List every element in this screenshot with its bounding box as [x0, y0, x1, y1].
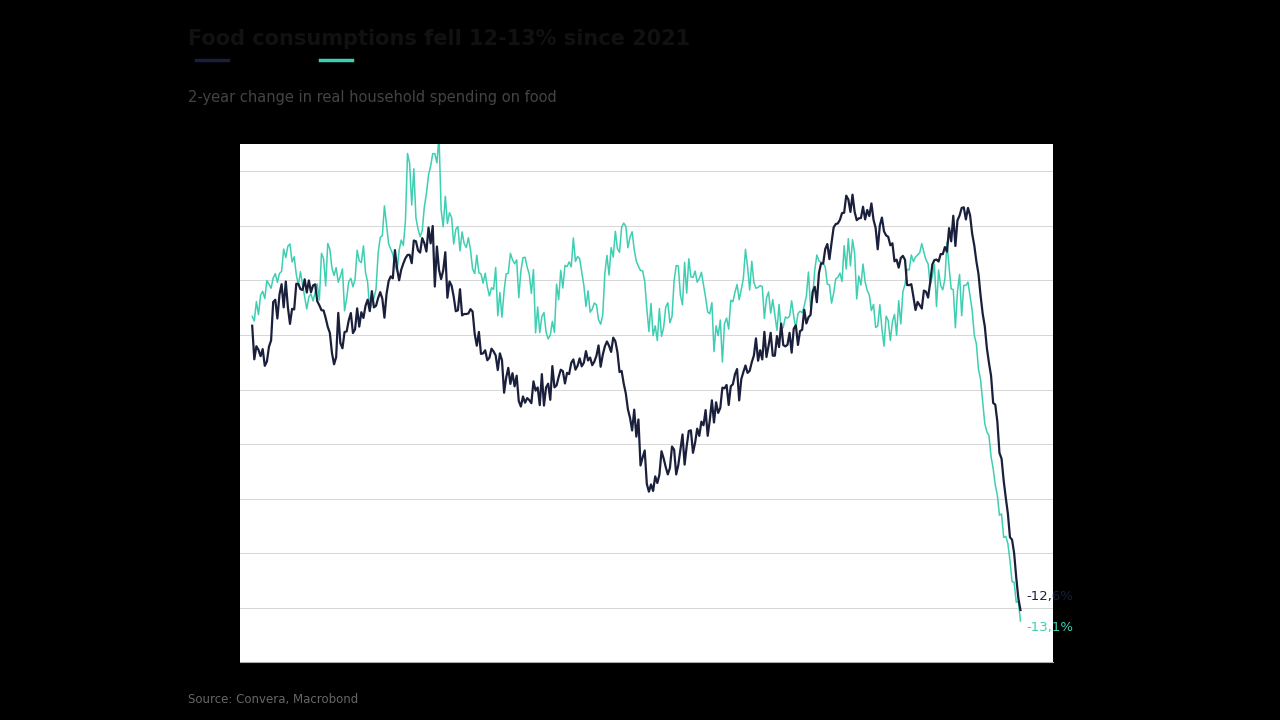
Text: Food consumptions fell 12-13% since 2021: Food consumptions fell 12-13% since 2021: [188, 29, 690, 49]
Legend: Germany, France: Germany, France: [189, 48, 413, 74]
Text: 2-year change in real household spending on food: 2-year change in real household spending…: [188, 90, 557, 105]
Text: Source: Convera, Macrobond: Source: Convera, Macrobond: [188, 693, 358, 706]
Text: -12,6%: -12,6%: [1027, 590, 1074, 603]
Text: -13,1%: -13,1%: [1027, 621, 1074, 634]
